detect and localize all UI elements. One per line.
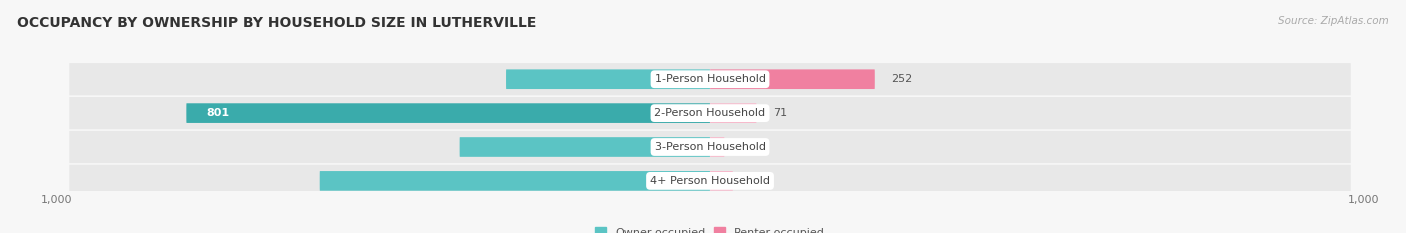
Text: 35: 35 [749, 176, 763, 186]
Text: 312: 312 [669, 74, 690, 84]
Text: 22: 22 [741, 142, 755, 152]
FancyBboxPatch shape [69, 131, 1351, 163]
FancyBboxPatch shape [506, 69, 710, 89]
Text: 383: 383 [669, 142, 690, 152]
Text: 71: 71 [773, 108, 787, 118]
Text: 1-Person Household: 1-Person Household [655, 74, 765, 84]
Text: 2-Person Household: 2-Person Household [654, 108, 766, 118]
Legend: Owner-occupied, Renter-occupied: Owner-occupied, Renter-occupied [595, 227, 825, 233]
Text: OCCUPANCY BY OWNERSHIP BY HOUSEHOLD SIZE IN LUTHERVILLE: OCCUPANCY BY OWNERSHIP BY HOUSEHOLD SIZE… [17, 16, 536, 30]
Text: 4+ Person Household: 4+ Person Household [650, 176, 770, 186]
Text: 3-Person Household: 3-Person Household [655, 142, 765, 152]
FancyBboxPatch shape [319, 171, 710, 191]
FancyBboxPatch shape [460, 137, 710, 157]
Text: 597: 597 [669, 176, 690, 186]
FancyBboxPatch shape [69, 63, 1351, 95]
FancyBboxPatch shape [69, 97, 1351, 129]
Text: 252: 252 [891, 74, 912, 84]
FancyBboxPatch shape [710, 69, 875, 89]
Text: Source: ZipAtlas.com: Source: ZipAtlas.com [1278, 16, 1389, 26]
FancyBboxPatch shape [187, 103, 710, 123]
FancyBboxPatch shape [710, 137, 724, 157]
FancyBboxPatch shape [710, 171, 733, 191]
FancyBboxPatch shape [710, 103, 756, 123]
Text: 801: 801 [205, 108, 229, 118]
FancyBboxPatch shape [69, 165, 1351, 197]
